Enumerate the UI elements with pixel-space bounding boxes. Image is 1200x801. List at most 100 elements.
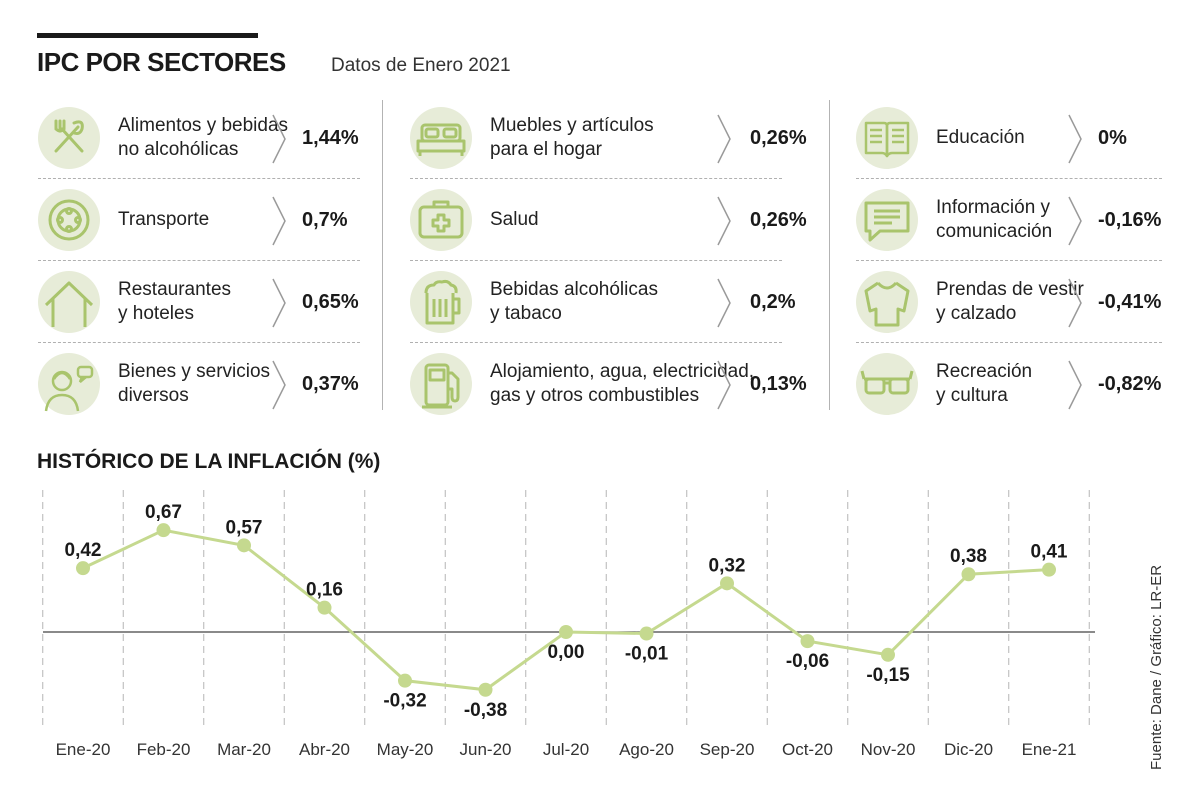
source-credit: Fuente: Dane / Gráfico: LR-ER: [1148, 564, 1165, 770]
chevron-right-icon: [270, 195, 288, 247]
data-point: [478, 682, 493, 697]
sector-label: Salud: [490, 209, 539, 230]
sector-row: Recreación y cultura -0,82%: [856, 343, 1162, 425]
chevron-right-icon: [715, 277, 733, 329]
sector-label: Muebles y artículos para el hogar: [490, 115, 654, 160]
sector-row: Transporte 0,7%: [38, 179, 360, 261]
data-point: [800, 634, 815, 649]
data-point: [76, 561, 90, 576]
person-chat-icon: [38, 353, 100, 415]
row-divider: [856, 342, 1162, 343]
x-tick-label: Dic-20: [944, 740, 993, 759]
chevron-right-icon: [1066, 359, 1084, 411]
row-divider: [38, 260, 360, 261]
sector-row: Bienes y servicios diversos 0,37%: [38, 343, 360, 425]
data-label: -0,01: [625, 644, 669, 665]
sector-row: Restaurantes y hoteles 0,65%: [38, 261, 360, 343]
sector-value: 0,26%: [750, 208, 807, 231]
chevron-right-icon: [715, 359, 733, 411]
data-point: [639, 626, 654, 641]
sector-label: Restaurantes y hoteles: [118, 279, 232, 324]
x-tick-label: Abr-20: [299, 740, 350, 759]
x-tick-label: Ene-20: [56, 740, 111, 759]
sector-row: Salud 0,26%: [410, 179, 807, 261]
chevron-right-icon: [270, 113, 288, 165]
sector-row: Información y comunicación -0,16%: [856, 179, 1162, 261]
data-label: -0,32: [383, 691, 426, 712]
row-divider: [856, 260, 1162, 261]
sector-value: -0,16%: [1098, 208, 1162, 231]
house-icon: [38, 271, 100, 333]
sector-value: 0,65%: [302, 290, 359, 313]
row-divider: [410, 260, 782, 261]
data-label: -0,38: [464, 700, 507, 721]
sector-column: Alimentos y bebidas no alcohólicas 1,44% …: [38, 97, 360, 427]
x-tick-label: Ago-20: [619, 740, 674, 759]
sector-label: Bebidas alcohólicas y tabaco: [490, 279, 658, 324]
beer-mug-icon: [410, 271, 472, 333]
sector-label: Prendas de vestir y calzado: [936, 279, 1084, 324]
chevron-right-icon: [1066, 277, 1084, 329]
column-separator: [829, 100, 830, 410]
row-divider: [410, 178, 782, 179]
data-point: [559, 625, 573, 639]
sector-label: Educación: [936, 127, 1025, 148]
sector-label: Alimentos y bebidas no alcohólicas: [118, 115, 289, 160]
data-label: 0,42: [65, 540, 102, 561]
wheel-icon: [38, 189, 100, 251]
shirt-icon: [856, 271, 918, 333]
sector-value: -0,82%: [1098, 372, 1162, 395]
sector-value: 0,26%: [750, 126, 807, 149]
chart-title: HISTÓRICO DE LA INFLACIÓN (%): [37, 450, 381, 473]
row-divider: [38, 178, 360, 179]
sector-row: Alimentos y bebidas no alcohólicas 1,44%: [38, 97, 360, 179]
x-tick-label: Feb-20: [137, 740, 191, 759]
inflation-line-chart: 0,42 Ene-20 0,67 Feb-20 0,57 Mar-20 0,16 Abr-20…: [42, 490, 1095, 759]
data-point: [317, 600, 332, 615]
data-label: 0,16: [306, 580, 343, 601]
sector-row: Educación 0%: [856, 97, 1162, 179]
data-label: 0,00: [548, 642, 585, 663]
data-label: 0,32: [709, 555, 746, 576]
sector-value: 0%: [1098, 126, 1127, 149]
sector-row: Bebidas alcohólicas y tabaco 0,2%: [410, 261, 796, 343]
x-tick-label: Nov-20: [861, 740, 916, 759]
sector-row: Prendas de vestir y calzado -0,41%: [856, 261, 1162, 343]
sector-value: 0,2%: [750, 290, 796, 313]
row-divider: [856, 178, 1162, 179]
sector-value: 0,37%: [302, 372, 359, 395]
page-subtitle: Datos de Enero 2021: [331, 55, 511, 76]
chevron-right-icon: [1066, 195, 1084, 247]
page-title: IPC POR SECTORES: [37, 47, 286, 77]
first-aid-kit-icon: [410, 189, 472, 251]
data-point: [881, 647, 895, 662]
data-point: [398, 673, 412, 688]
x-tick-label: Jul-20: [543, 740, 589, 759]
sector-label: Transporte: [118, 209, 210, 230]
glasses-icon: [856, 353, 918, 415]
title-bar-decoration: [37, 33, 258, 38]
x-tick-label: Oct-20: [782, 740, 833, 759]
open-book-icon: [856, 107, 918, 169]
data-label: 0,38: [950, 546, 987, 567]
sector-value: 1,44%: [302, 126, 359, 149]
row-divider: [38, 342, 360, 343]
sector-value: 0,13%: [750, 372, 807, 395]
data-point: [237, 538, 251, 553]
sector-row: Muebles y artículos para el hogar 0,26%: [410, 97, 807, 179]
x-tick-label: Mar-20: [217, 740, 271, 759]
fork-knife-icon: [38, 107, 100, 169]
sector-column: Muebles y artículos para el hogar 0,26% S…: [410, 97, 807, 427]
data-point: [961, 567, 976, 582]
chevron-right-icon: [715, 195, 733, 247]
x-tick-label: Sep-20: [700, 740, 755, 759]
sector-value: -0,41%: [1098, 290, 1162, 313]
row-divider: [410, 342, 782, 343]
sector-value: 0,7%: [302, 208, 348, 231]
data-label: 0,41: [1031, 542, 1068, 563]
sector-column: Educación 0% Información y comunicación -0…: [856, 97, 1162, 427]
data-label: -0,15: [866, 665, 910, 686]
chat-bubble-icon: [856, 189, 918, 251]
sector-label: Información y comunicación: [936, 197, 1053, 242]
fuel-pump-icon: [410, 353, 472, 415]
